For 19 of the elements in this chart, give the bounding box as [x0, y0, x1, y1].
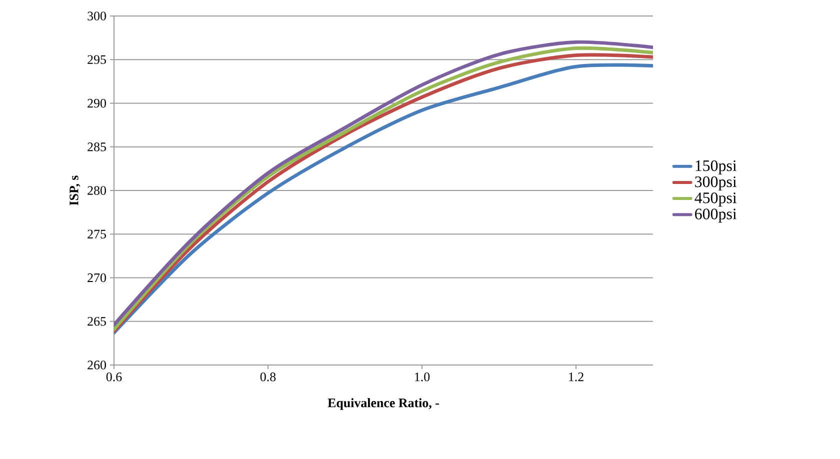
y-tick-label: 300 — [88, 12, 106, 20]
x-tick-label: 1.0 — [415, 372, 430, 382]
y-tick-label: 295 — [88, 55, 106, 64]
y-tick-label: 260 — [88, 360, 106, 370]
x-tick-label: 0.6 — [106, 372, 122, 382]
legend-label: 600psi — [695, 208, 737, 223]
y-tick-label: 285 — [88, 142, 106, 152]
y-tick-label: 290 — [88, 98, 106, 108]
y-tick-label: 270 — [88, 273, 106, 282]
legend-label: 450psi — [694, 192, 737, 206]
y-tick-label: 275 — [88, 230, 106, 238]
legend-label: 300psi — [695, 176, 737, 190]
y-tick-label: 280 — [88, 186, 106, 195]
x-axis-title: Equivalence Ratio, - — [328, 398, 439, 410]
x-tick-label: 0.8 — [260, 372, 276, 382]
legend-label: 150psi — [696, 160, 737, 174]
y-tick-label: 265 — [88, 317, 106, 326]
x-tick-label: 1.2 — [569, 372, 584, 382]
y-axis-title: ISP, s — [70, 176, 80, 206]
